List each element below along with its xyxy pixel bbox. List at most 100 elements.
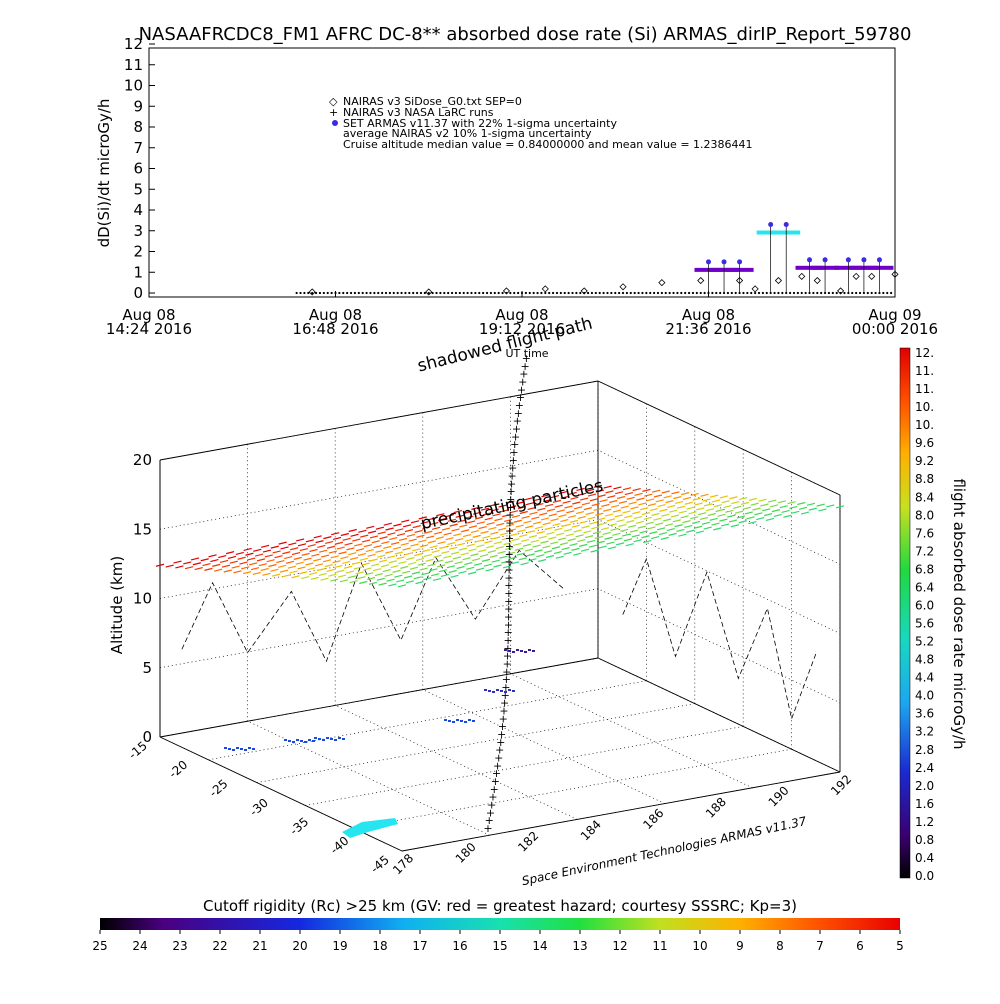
x-tick-time: 14:24 2016 bbox=[106, 320, 192, 338]
particle-dash bbox=[339, 579, 349, 583]
particle-dash bbox=[692, 497, 701, 501]
particle-dash bbox=[474, 539, 483, 543]
baseline-point bbox=[590, 291, 594, 295]
flight-path-point: + bbox=[504, 603, 513, 616]
frame-edge bbox=[159, 380, 599, 461]
armas-point bbox=[783, 222, 789, 228]
longitude-tick-label: 192 bbox=[828, 772, 854, 798]
particle-dash bbox=[638, 502, 647, 506]
particle-dash bbox=[632, 511, 641, 515]
baseline-point bbox=[703, 291, 706, 295]
particle-dash bbox=[368, 581, 378, 585]
particle-dash bbox=[613, 486, 622, 490]
particle-dash bbox=[447, 518, 456, 522]
particle-dash bbox=[787, 501, 796, 505]
particle-dash bbox=[587, 493, 597, 497]
particle-dash bbox=[544, 503, 554, 507]
particle-dash bbox=[762, 508, 771, 512]
particle-dash bbox=[479, 553, 489, 558]
particle-dash bbox=[622, 510, 631, 514]
nairas-point bbox=[891, 270, 899, 278]
nairas-point bbox=[425, 288, 433, 296]
particle-dash bbox=[671, 491, 680, 495]
flight-path-point: + bbox=[504, 579, 513, 592]
particle-dash bbox=[572, 501, 581, 505]
particle-dash bbox=[748, 497, 758, 501]
particle-dash bbox=[484, 540, 493, 544]
rigidity-tick-label: 6 bbox=[856, 939, 864, 953]
particle-dash bbox=[455, 537, 464, 542]
particle-dash bbox=[365, 572, 374, 576]
ground-track-point bbox=[504, 691, 507, 693]
baseline-point bbox=[470, 291, 473, 295]
particle-dash bbox=[562, 523, 571, 527]
particle-dash bbox=[447, 541, 456, 546]
baseline-point bbox=[563, 291, 566, 295]
particle-dash bbox=[653, 494, 663, 498]
particle-dash bbox=[308, 572, 318, 576]
particle-dash bbox=[701, 521, 710, 525]
armas-point bbox=[737, 259, 743, 265]
x-tick-time: 21:36 2016 bbox=[665, 320, 751, 338]
baseline-point bbox=[750, 291, 753, 295]
particle-dash bbox=[586, 539, 596, 543]
particle-dash bbox=[655, 499, 664, 503]
particle-dash bbox=[501, 560, 510, 564]
particle-dash bbox=[366, 576, 376, 581]
plot3d-frame bbox=[159, 380, 841, 852]
particle-dash bbox=[520, 538, 530, 543]
flight-path-point: + bbox=[509, 454, 518, 467]
particle-dash bbox=[587, 516, 596, 520]
particle-dash bbox=[429, 568, 438, 572]
ground-track-point bbox=[304, 741, 307, 743]
rigidity-tick-label: 22 bbox=[212, 939, 227, 953]
particle-dash bbox=[768, 499, 777, 503]
particle-dash bbox=[738, 520, 747, 524]
ground-track-point bbox=[284, 739, 287, 741]
particle-dash bbox=[408, 538, 417, 542]
particle-dash bbox=[542, 545, 551, 549]
particle-dash bbox=[330, 578, 339, 582]
particle-dash bbox=[530, 539, 539, 543]
particle-dash bbox=[534, 526, 544, 530]
particle-dash bbox=[278, 564, 287, 568]
baseline-point bbox=[610, 291, 613, 295]
particle-dash bbox=[540, 517, 550, 521]
particle-dash bbox=[600, 527, 610, 531]
particle-dash bbox=[365, 548, 374, 553]
particle-dash bbox=[404, 552, 413, 556]
baseline-point bbox=[606, 291, 609, 295]
particle-dash bbox=[397, 584, 407, 588]
particle-dash bbox=[684, 501, 693, 505]
particle-dash bbox=[458, 570, 467, 574]
baseline-point bbox=[311, 291, 314, 295]
particle-dash bbox=[661, 513, 670, 517]
nairas-point bbox=[697, 276, 705, 285]
rigidity-tick-label: 17 bbox=[412, 939, 427, 953]
particle-dash bbox=[248, 562, 258, 566]
dose-colorbar-label: flight absorbed dose rate microGy/h bbox=[950, 478, 968, 749]
particle-dash bbox=[510, 561, 520, 565]
latitude-tick-label: -45 bbox=[368, 853, 392, 876]
particle-dash bbox=[608, 523, 617, 527]
x-tick-time: 00:00 2016 bbox=[852, 320, 938, 338]
flight-path-point: + bbox=[504, 571, 513, 584]
particle-dash bbox=[521, 515, 530, 519]
particle-dash bbox=[256, 558, 266, 562]
particle-dash bbox=[279, 569, 289, 573]
flight-path-point: + bbox=[506, 493, 515, 506]
particle-dash bbox=[402, 547, 411, 551]
particle-dash bbox=[482, 535, 491, 539]
particle-dash bbox=[703, 526, 712, 530]
particle-dash bbox=[514, 547, 524, 551]
rigidity-tick-label: 14 bbox=[532, 939, 547, 953]
particle-dash bbox=[597, 517, 606, 521]
ground-track-point bbox=[508, 689, 511, 691]
particle-dash bbox=[371, 563, 380, 567]
baseline-point bbox=[656, 291, 660, 295]
particle-dash bbox=[553, 550, 562, 555]
particle-dash bbox=[655, 522, 664, 526]
particle-dash bbox=[661, 490, 670, 494]
particle-dash bbox=[513, 542, 522, 547]
